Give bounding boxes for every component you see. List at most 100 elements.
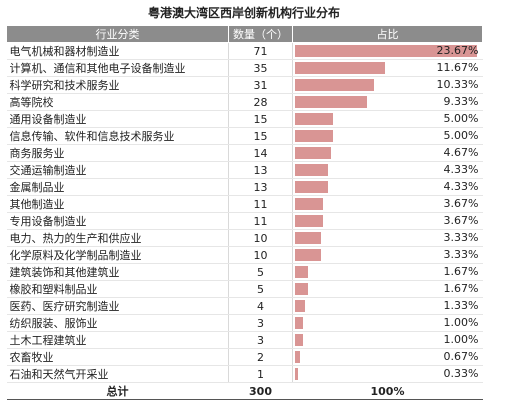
share-bar (295, 317, 303, 329)
header-category: 行业分类 (6, 25, 229, 43)
row-share-cell: 0.33% (292, 365, 483, 383)
share-bar (295, 181, 329, 193)
row-count: 15 (228, 127, 293, 145)
table-row: 科学研究和技术服务业 31 10.33% (6, 76, 483, 94)
row-pct: 11.67% (436, 61, 479, 74)
share-bar (295, 164, 329, 176)
share-bar (295, 147, 331, 159)
table-row: 其他制造业 11 3.67% (6, 195, 483, 213)
row-pct: 4.33% (443, 163, 479, 176)
row-share-cell: 3.67% (292, 195, 483, 213)
table-row: 石油和天然气开采业 1 0.33% (6, 365, 483, 383)
share-bar (295, 368, 298, 380)
table-row: 交通运输制造业 13 4.33% (6, 161, 483, 179)
row-category: 医药、医疗研究制造业 (6, 297, 229, 315)
row-share-cell: 1.67% (292, 263, 483, 281)
share-bar (295, 334, 303, 346)
row-count: 1 (228, 365, 293, 383)
row-category: 石油和天然气开采业 (6, 365, 229, 383)
share-bar (295, 266, 308, 278)
row-count: 31 (228, 76, 293, 94)
share-bar (295, 232, 321, 244)
row-count: 15 (228, 110, 293, 128)
total-pct: 100% (292, 382, 483, 400)
row-pct: 0.33% (443, 367, 479, 380)
table-row: 纺织服装、服饰业 3 1.00% (6, 314, 483, 332)
row-category: 交通运输制造业 (6, 161, 229, 179)
row-pct: 1.00% (443, 316, 479, 329)
share-bar (295, 79, 375, 91)
row-share-cell: 1.67% (292, 280, 483, 298)
row-count: 11 (228, 212, 293, 230)
industry-table: 行业分类 数量（个） 占比 电气机械和器材制造业 71 23.67% 计算机、通信和其… (6, 25, 483, 400)
table-row: 计算机、通信和其他电子设备制造业 35 11.67% (6, 59, 483, 77)
row-count: 10 (228, 229, 293, 247)
header-row: 行业分类 数量（个） 占比 (6, 25, 483, 43)
table-row: 专用设备制造业 11 3.67% (6, 212, 483, 230)
table-row: 医药、医疗研究制造业 4 1.33% (6, 297, 483, 315)
row-pct: 3.67% (443, 197, 479, 210)
row-share-cell: 5.00% (292, 110, 483, 128)
row-category: 农畜牧业 (6, 348, 229, 366)
row-pct: 3.67% (443, 214, 479, 227)
table-row: 电力、热力的生产和供应业 10 3.33% (6, 229, 483, 247)
total-count: 300 (228, 382, 293, 400)
row-count: 10 (228, 246, 293, 264)
table-row: 电气机械和器材制造业 71 23.67% (6, 42, 483, 60)
share-bar (295, 113, 334, 125)
row-share-cell: 0.67% (292, 348, 483, 366)
row-count: 11 (228, 195, 293, 213)
row-pct: 3.33% (443, 231, 479, 244)
row-category: 建筑装饰和其他建筑业 (6, 263, 229, 281)
row-pct: 10.33% (436, 78, 479, 91)
share-bar (295, 249, 321, 261)
share-bar (295, 45, 477, 57)
row-share-cell: 23.67% (292, 42, 483, 60)
row-share-cell: 10.33% (292, 76, 483, 94)
row-pct: 0.67% (443, 350, 479, 363)
row-share-cell: 9.33% (292, 93, 483, 111)
row-count: 5 (228, 263, 293, 281)
row-share-cell: 5.00% (292, 127, 483, 145)
row-pct: 4.67% (443, 146, 479, 159)
row-count: 2 (228, 348, 293, 366)
row-pct: 5.00% (443, 112, 479, 125)
row-category: 土木工程建筑业 (6, 331, 229, 349)
share-bar (295, 351, 301, 363)
row-pct: 5.00% (443, 129, 479, 142)
row-share-cell: 3.33% (292, 229, 483, 247)
row-category: 金属制品业 (6, 178, 229, 196)
row-share-cell: 4.33% (292, 161, 483, 179)
header-count: 数量（个） (228, 25, 293, 43)
row-share-cell: 3.33% (292, 246, 483, 264)
table-row: 土木工程建筑业 3 1.00% (6, 331, 483, 349)
table-row: 橡胶和塑料制品业 5 1.67% (6, 280, 483, 298)
row-category: 计算机、通信和其他电子设备制造业 (6, 59, 229, 77)
row-category: 科学研究和技术服务业 (6, 76, 229, 94)
share-bar (295, 96, 367, 108)
row-count: 13 (228, 178, 293, 196)
row-count: 35 (228, 59, 293, 77)
table-row: 信息传输、软件和信息技术服务业 15 5.00% (6, 127, 483, 145)
row-share-cell: 11.67% (292, 59, 483, 77)
chart-title: 粤港澳大湾区西岸创新机构行业分布 (147, 6, 340, 20)
row-count: 28 (228, 93, 293, 111)
row-count: 71 (228, 42, 293, 60)
share-bar (295, 198, 324, 210)
row-count: 13 (228, 161, 293, 179)
row-share-cell: 1.00% (292, 314, 483, 332)
row-pct: 3.33% (443, 248, 479, 261)
table-row: 高等院校 28 9.33% (6, 93, 483, 111)
row-share-cell: 4.33% (292, 178, 483, 196)
share-bar (295, 130, 334, 142)
row-pct: 1.33% (443, 299, 479, 312)
row-category: 高等院校 (6, 93, 229, 111)
row-pct: 4.33% (443, 180, 479, 193)
row-share-cell: 3.67% (292, 212, 483, 230)
row-share-cell: 1.00% (292, 331, 483, 349)
row-category: 其他制造业 (6, 195, 229, 213)
row-share-cell: 1.33% (292, 297, 483, 315)
share-bar (295, 215, 324, 227)
header-share: 占比 (292, 25, 483, 43)
share-bar (295, 62, 385, 74)
